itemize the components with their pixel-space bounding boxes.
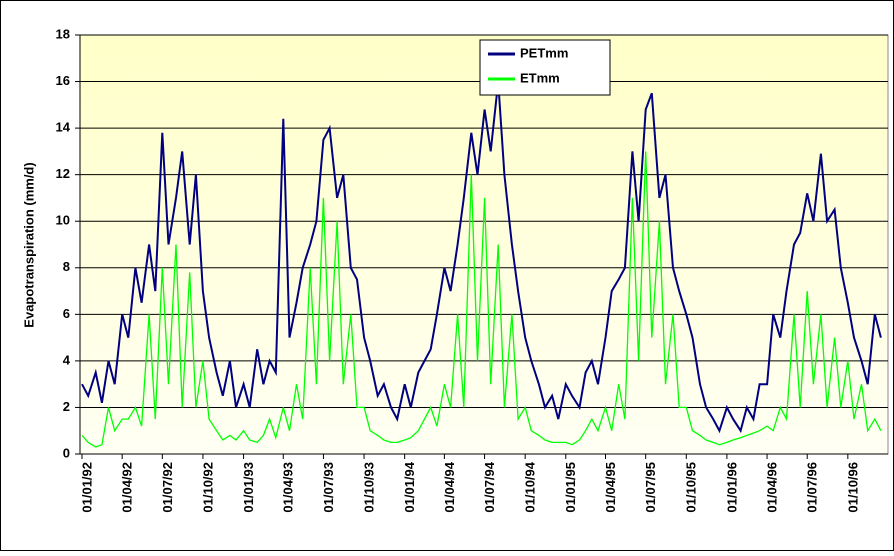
legend-label: ETmm <box>520 70 560 85</box>
x-tick-label: 01/10/93 <box>361 462 376 513</box>
y-tick-label: 6 <box>63 306 70 321</box>
x-tick-label: 01/01/93 <box>241 462 256 513</box>
legend-box <box>479 39 611 96</box>
x-tick-label: 01/04/94 <box>442 461 457 512</box>
y-axis-label: Evapotranspiration (mm/d) <box>21 162 36 327</box>
y-tick-label: 18 <box>56 26 70 41</box>
y-tick-label: 2 <box>63 399 70 414</box>
plot-area <box>79 34 889 455</box>
x-tick-label: 01/10/92 <box>200 462 215 513</box>
x-tick-label: 01/07/92 <box>160 462 175 513</box>
x-tick-label: 01/01/95 <box>563 462 578 513</box>
x-tick-label: 01/01/96 <box>724 462 739 513</box>
x-tick-label: 01/07/94 <box>482 461 497 512</box>
y-tick-label: 4 <box>63 352 71 367</box>
legend-label: PETmm <box>520 45 568 60</box>
x-tick-label: 01/01/92 <box>79 462 94 513</box>
x-tick-label: 01/04/95 <box>603 462 618 513</box>
x-tick-label: 01/01/94 <box>402 461 417 512</box>
x-tick-label: 01/10/95 <box>684 462 699 513</box>
x-tick-label: 01/04/92 <box>120 462 135 513</box>
y-tick-label: 14 <box>56 120 71 135</box>
x-tick-label: 01/04/96 <box>764 462 779 513</box>
y-tick-label: 8 <box>63 259 70 274</box>
y-tick-label: 16 <box>56 73 70 88</box>
y-tick-label: 10 <box>56 213 70 228</box>
y-tick-label: 0 <box>63 445 70 460</box>
x-tick-label: 01/10/96 <box>845 462 860 513</box>
x-tick-label: 01/10/94 <box>523 461 538 512</box>
x-tick-label: 01/07/96 <box>805 462 820 513</box>
series-line <box>81 81 882 434</box>
x-tick-label: 01/07/95 <box>643 462 658 513</box>
series-line <box>81 151 882 448</box>
y-tick-label: 12 <box>56 166 70 181</box>
x-tick-label: 01/07/93 <box>321 462 336 513</box>
x-tick-label: 01/04/93 <box>281 462 296 513</box>
